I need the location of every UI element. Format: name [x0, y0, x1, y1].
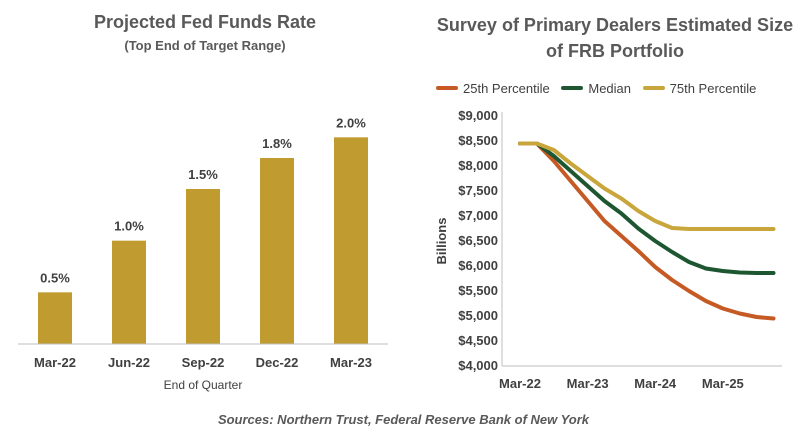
bar — [112, 240, 146, 344]
line-chart-legend: 25th Percentile Median 75th Percentile — [436, 78, 764, 96]
bar-data-label: 1.8% — [262, 136, 292, 151]
bar-data-label: 1.0% — [114, 219, 144, 234]
y-tick-label: $8,500 — [458, 133, 498, 148]
x-tick-label: Mar-23 — [330, 355, 372, 370]
series-line — [518, 141, 776, 321]
bar-data-label: 1.5% — [188, 167, 218, 182]
y-tick-label: $4,000 — [458, 358, 498, 373]
y-tick-label: $5,500 — [458, 283, 498, 298]
line-chart-title: Survey of Primary Dealers Estimated Size… — [436, 15, 794, 61]
legend-swatch-median — [561, 86, 584, 90]
y-tick-label: $9,000 — [458, 108, 498, 123]
y-tick-label: $5,000 — [458, 308, 498, 323]
x-tick-label: Jun-22 — [108, 355, 150, 370]
x-tick-label: Mar-22 — [34, 355, 76, 370]
y-tick-label: $6,000 — [458, 258, 498, 273]
bar-chart-title: Projected Fed Funds Rate — [93, 12, 317, 32]
legend-item-75th: 75th Percentile — [642, 80, 757, 96]
x-tick-label: Mar-23 — [567, 376, 609, 391]
x-tick-label: Dec-22 — [256, 355, 299, 370]
y-tick-label: $7,000 — [458, 208, 498, 223]
y-axis-title: Billions — [434, 218, 449, 265]
bar — [260, 158, 294, 344]
bar — [38, 292, 72, 344]
bar-data-label: 0.5% — [40, 270, 70, 285]
x-tick-label: Mar-22 — [499, 376, 541, 391]
y-tick-label: $4,500 — [458, 333, 498, 348]
series-line — [518, 141, 776, 275]
legend-item-25th: 25th Percentile — [436, 81, 550, 96]
legend-swatch-25th — [436, 86, 458, 90]
bar-chart-subtitle: (Top End of Target Range) — [124, 38, 286, 53]
legend-item-median: Median — [561, 81, 631, 96]
bar — [186, 189, 220, 344]
x-axis-title: End of Quarter — [164, 378, 243, 392]
y-tick-label: $7,500 — [458, 183, 498, 198]
legend-label-25th: 25th Percentile — [463, 80, 550, 96]
x-tick-label: Mar-24 — [634, 376, 677, 391]
series-line — [518, 141, 776, 231]
source-note: Sources: Northern Trust, Federal Reserve… — [217, 412, 590, 427]
bar — [334, 137, 368, 344]
y-tick-label: $6,500 — [458, 233, 498, 248]
legend-swatch-75th — [642, 86, 665, 90]
x-tick-label: Sep-22 — [182, 355, 225, 370]
legend-label-median: Median — [588, 80, 631, 96]
x-tick-label: Mar-25 — [702, 376, 744, 391]
y-tick-label: $8,000 — [458, 158, 498, 173]
bar-data-label: 2.0% — [336, 115, 366, 130]
legend-label-75th: 75th Percentile — [669, 80, 757, 96]
